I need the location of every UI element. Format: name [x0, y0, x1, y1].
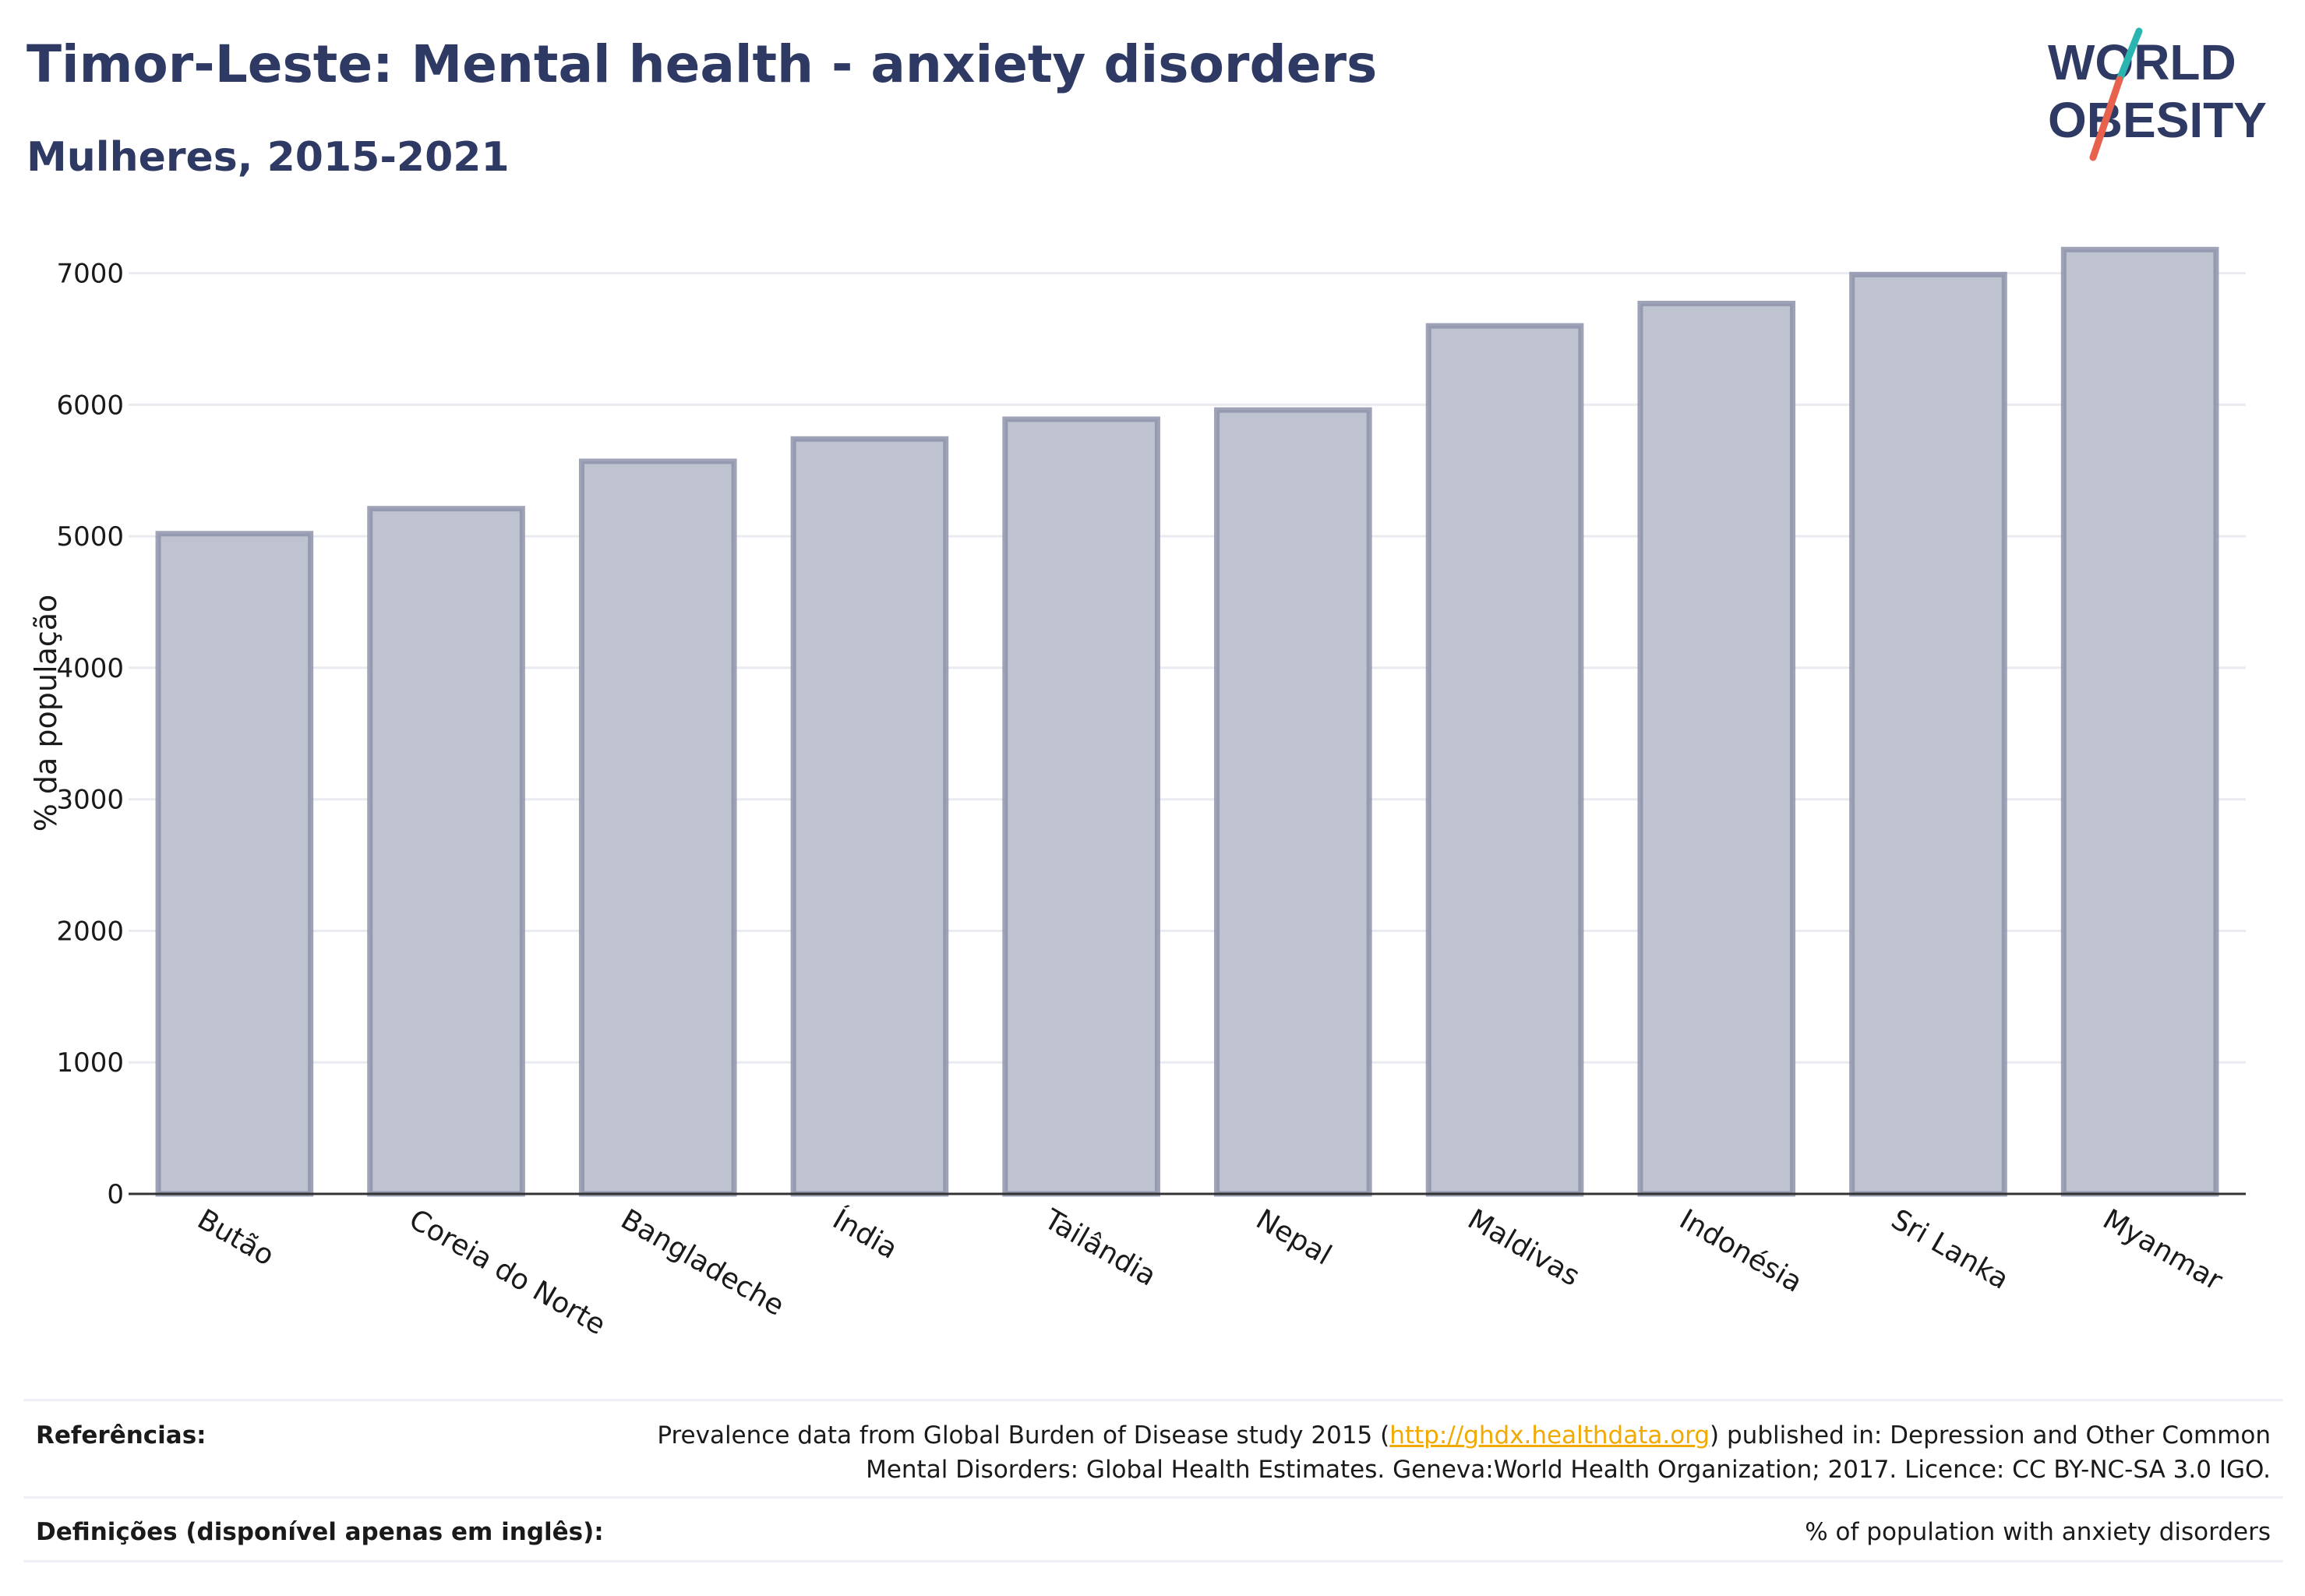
bar[interactable] [1214, 407, 1372, 1197]
bar[interactable] [2060, 246, 2219, 1197]
bar[interactable] [790, 436, 949, 1197]
bar[interactable] [155, 531, 314, 1197]
bar[interactable] [1849, 271, 2007, 1197]
definitions-text: % of population with anxiety disorders [1805, 1518, 2271, 1546]
bar[interactable] [1002, 416, 1160, 1197]
x-tick-label: Butão [192, 1203, 279, 1272]
bar[interactable] [1425, 323, 1584, 1197]
world-obesity-logo[interactable]: WORLD OBESITY [2042, 23, 2291, 164]
references-text: Prevalence data from Global Burden of Di… [478, 1418, 2271, 1487]
bars [155, 246, 2219, 1197]
x-tick-label: Maldivas [1463, 1203, 1585, 1293]
references-line2: Mental Disorders: Global Health Estimate… [866, 1456, 2271, 1484]
logo-slash-bottom [2089, 76, 2123, 161]
y-tick-label: 3000 [56, 785, 124, 816]
chart-title: Timor-Leste: Mental health - anxiety dis… [26, 34, 1378, 94]
x-tick-label: Coreia do Norte [404, 1203, 611, 1341]
y-tick-label: 1000 [56, 1047, 124, 1079]
x-tick-label: Indonésia [1674, 1203, 1807, 1299]
references-link[interactable]: http://ghdx.healthdata.org [1389, 1421, 1710, 1449]
y-tick-label: 7000 [56, 259, 124, 290]
x-tick-label: Índia [827, 1202, 903, 1266]
logo-slash-top [2116, 27, 2143, 83]
bar[interactable] [578, 458, 737, 1197]
footer-divider-bottom [23, 1560, 2283, 1562]
logo-line1: WORLD [2048, 34, 2236, 90]
footer-divider-middle [23, 1496, 2283, 1499]
y-tick-label: 5000 [56, 521, 124, 553]
footer-divider-top [23, 1399, 2283, 1401]
y-tick-label: 4000 [56, 653, 124, 684]
y-tick-label: 0 [107, 1179, 124, 1210]
x-tick-label: Nepal [1251, 1203, 1337, 1272]
references-line1: Prevalence data from Global Burden of Di… [657, 1421, 2271, 1449]
bar[interactable] [367, 506, 525, 1197]
bar[interactable] [1637, 300, 1796, 1197]
y-tick-label: 6000 [56, 390, 124, 421]
chart-subtitle: Mulheres, 2015-2021 [26, 134, 510, 181]
bar-chart: 0 1000 2000 3000 4000 5000 6000 7000 Butão Coreia… [29, 246, 2246, 1341]
logo-line2: OBESITY [2048, 92, 2267, 148]
x-tick-label: Sri Lanka [1886, 1203, 2014, 1296]
y-axis-label: % da população [29, 595, 63, 832]
x-tick-label: Tailândia [1038, 1203, 1161, 1293]
x-tick-label: Bangladeche [616, 1203, 789, 1322]
y-tick-label: 2000 [56, 916, 124, 947]
definitions-label: Definições (disponível apenas em inglês)… [36, 1518, 604, 1546]
references-label: Referências: [36, 1421, 206, 1449]
x-tick-label: Myanmar [2098, 1203, 2228, 1297]
